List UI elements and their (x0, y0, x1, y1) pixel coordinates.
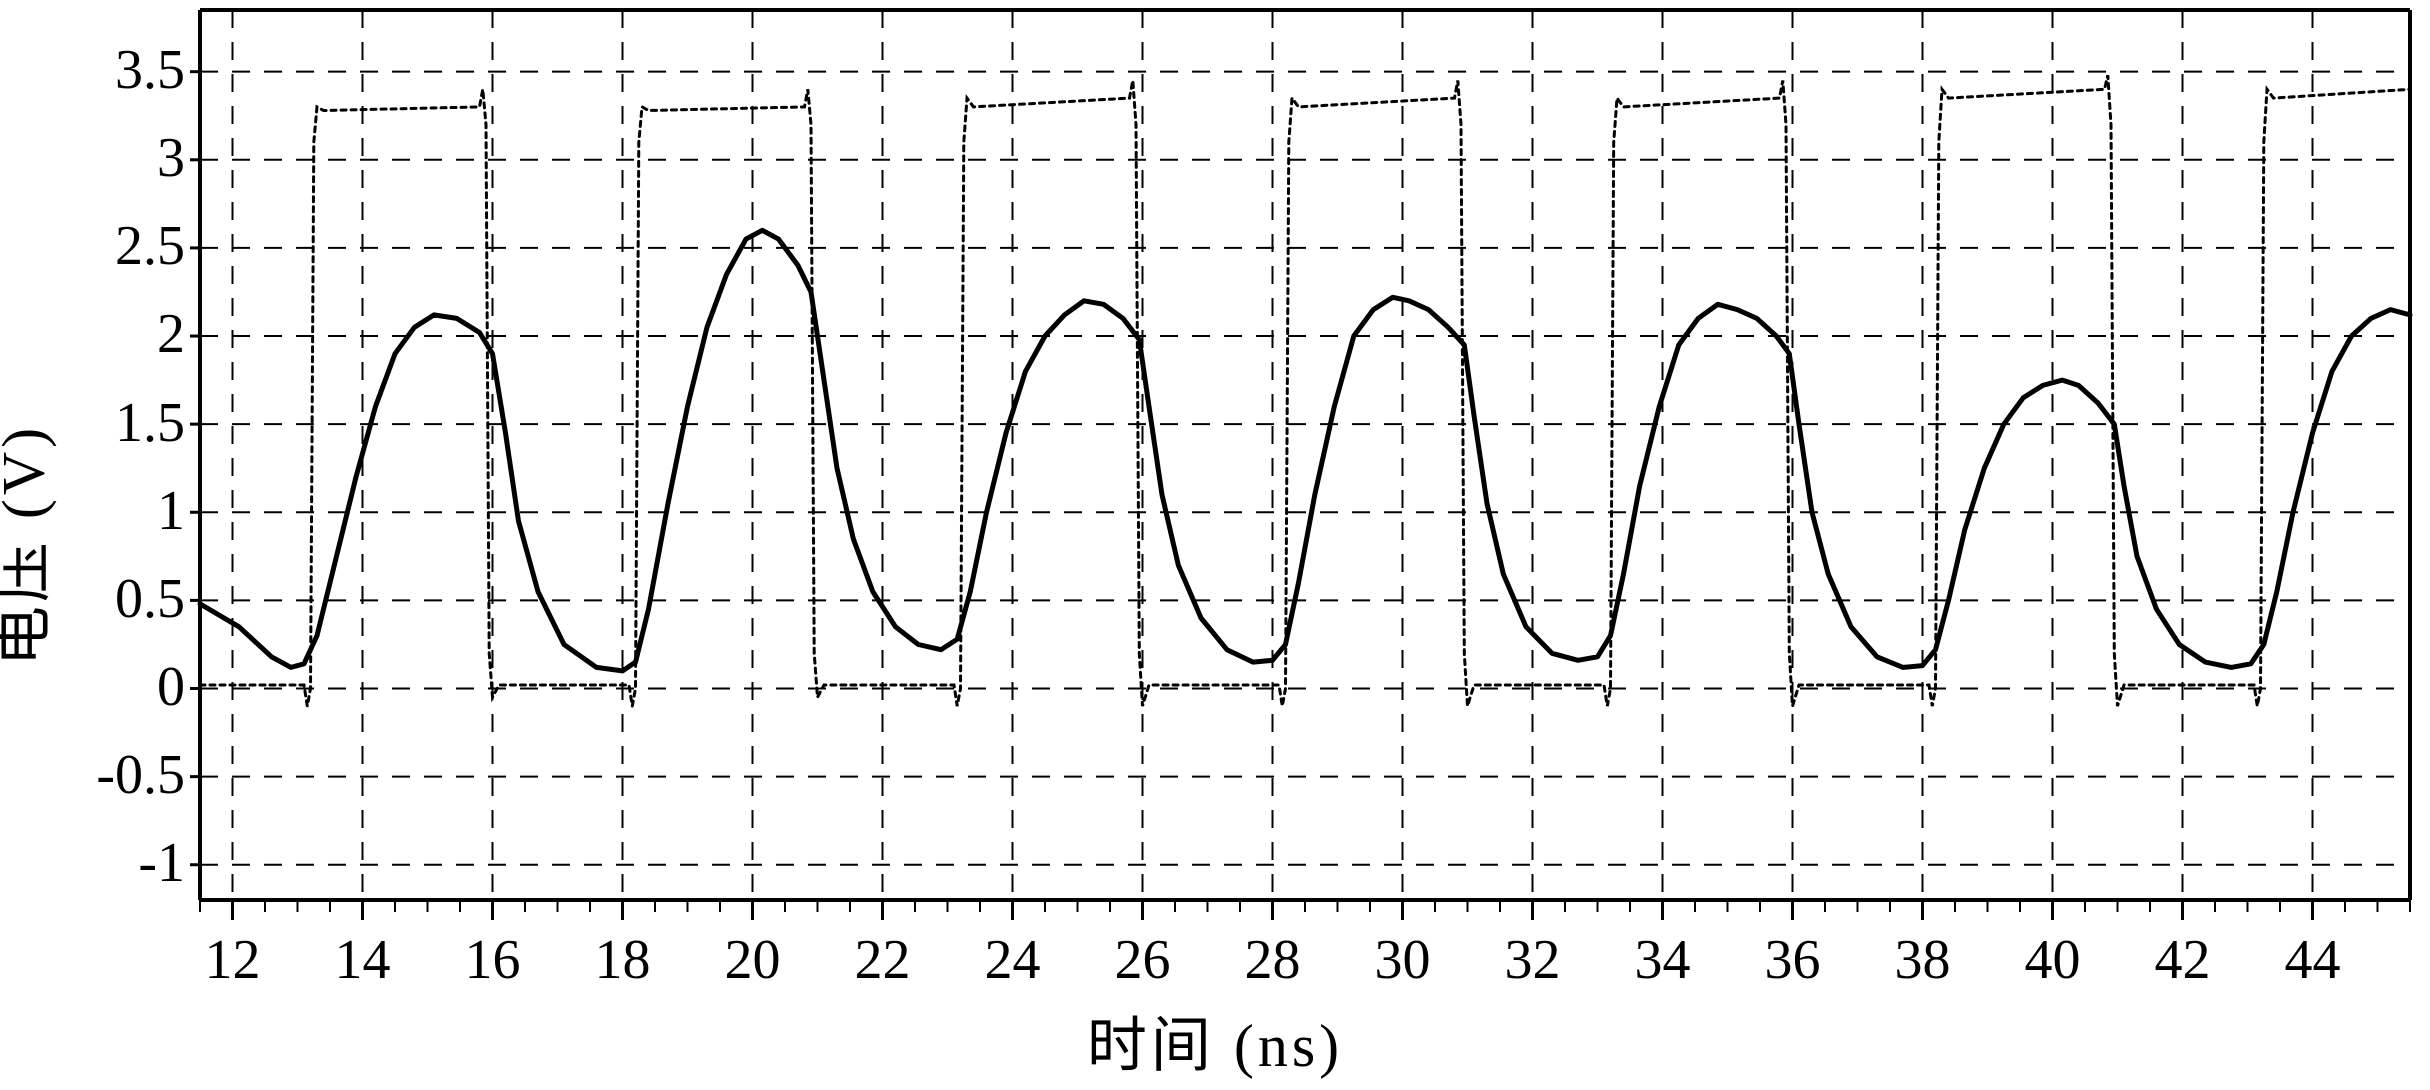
chart: 电压 (V) 时间 (ns) -1-0.500.511.522.533.5121… (0, 0, 2430, 1090)
xtick-label: 28 (1213, 928, 1333, 992)
ytick-label: 1 (65, 479, 185, 543)
ytick-label: 0 (65, 655, 185, 719)
plot-area (0, 0, 2430, 940)
xtick-label: 26 (1083, 928, 1203, 992)
xtick-label: 18 (563, 928, 683, 992)
ytick-label: 3 (65, 126, 185, 190)
xtick-label: 22 (823, 928, 943, 992)
xtick-label: 24 (953, 928, 1073, 992)
xtick-label: 40 (1993, 928, 2113, 992)
ytick-label: 2.5 (65, 214, 185, 278)
ytick-label: 1.5 (65, 391, 185, 455)
xtick-label: 20 (693, 928, 813, 992)
xtick-label: 36 (1733, 928, 1853, 992)
xtick-label: 14 (303, 928, 423, 992)
xtick-label: 12 (173, 928, 293, 992)
xtick-label: 44 (2253, 928, 2373, 992)
ytick-label: 2 (65, 302, 185, 366)
ytick-label: 0.5 (65, 567, 185, 631)
ytick-label: 3.5 (65, 38, 185, 102)
xtick-label: 16 (433, 928, 553, 992)
xtick-label: 38 (1863, 928, 1983, 992)
ytick-label: -0.5 (65, 743, 185, 807)
ytick-label: -1 (65, 831, 185, 895)
x-axis-label: 时间 (ns) (1087, 997, 1343, 1084)
xtick-label: 34 (1603, 928, 1723, 992)
xtick-label: 32 (1473, 928, 1593, 992)
xtick-label: 42 (2123, 928, 2243, 992)
xtick-label: 30 (1343, 928, 1463, 992)
